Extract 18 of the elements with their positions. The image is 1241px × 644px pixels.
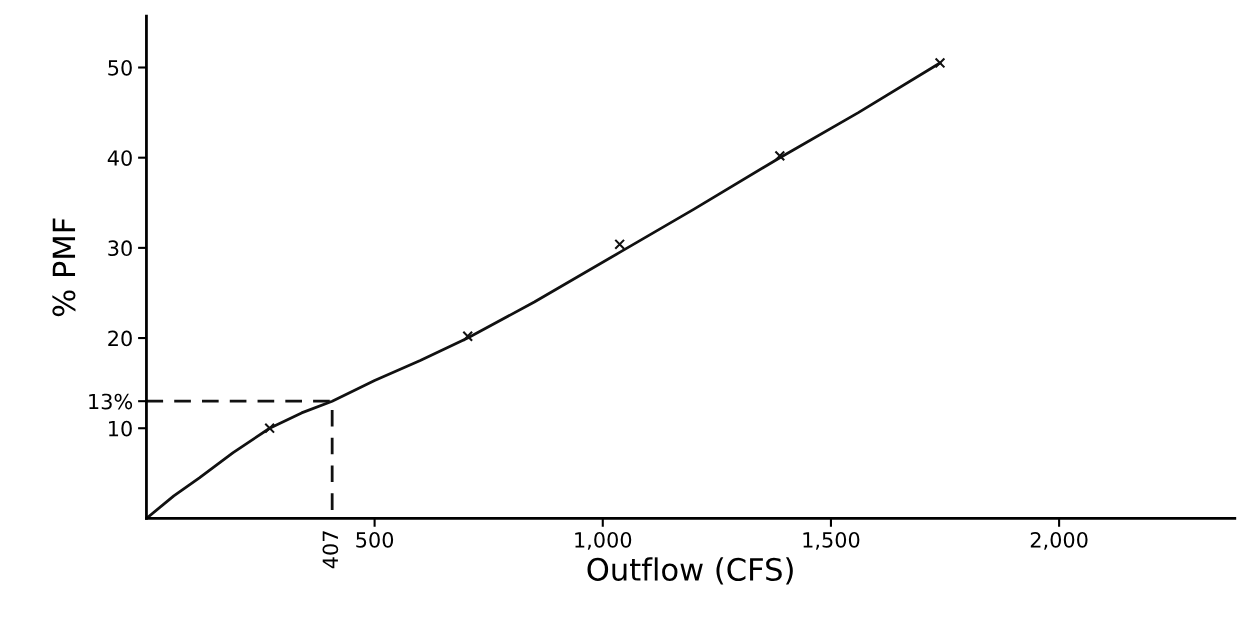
- y-tick-label: 20: [108, 330, 132, 347]
- y-tick-label: 50: [108, 59, 132, 76]
- point: [614, 238, 626, 250]
- point: [934, 57, 946, 69]
- y-tick-label: 40: [107, 150, 132, 166]
- point: [264, 422, 276, 434]
- x-tick-label: 1,000: [575, 531, 632, 550]
- y-tick-label: 10: [109, 420, 132, 437]
- y-tick-label: 13%: [89, 393, 133, 410]
- point: [462, 330, 474, 342]
- y-tick-label: 30: [108, 240, 132, 257]
- annotation: 407: [322, 531, 339, 569]
- x-tick-label: 500: [356, 531, 394, 548]
- x-axis-title: Outflow (CFS): [587, 557, 793, 585]
- x-tick-label: 1,500: [803, 531, 860, 550]
- point: [774, 150, 786, 162]
- y-axis-title: % PMF: [52, 218, 76, 317]
- x-tick-label: 2,000: [1030, 531, 1088, 550]
